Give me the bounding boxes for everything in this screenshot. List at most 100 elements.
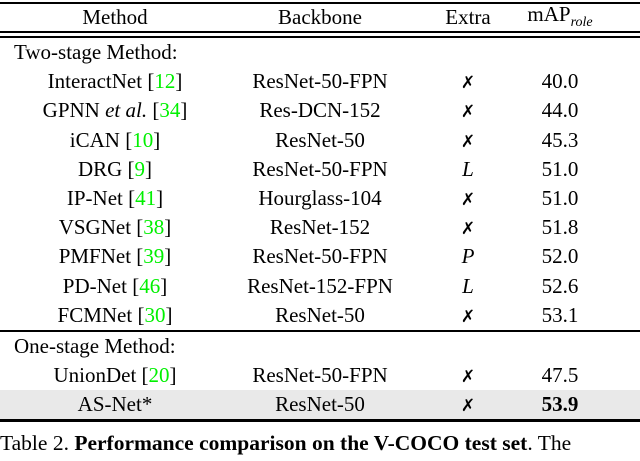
table-caption: Table 2. Performance comparison on the V… — [0, 431, 640, 456]
header-map: mAProle — [500, 4, 640, 30]
citation-link[interactable]: 34 — [159, 98, 181, 123]
cite-open-bracket: [ — [142, 69, 155, 94]
extra-flag: ✗ — [460, 131, 476, 152]
cite-open-bracket: [ — [119, 127, 133, 152]
map-cell: 52.0 — [500, 246, 640, 267]
method-cell: UnionDet [20] — [0, 362, 230, 387]
cite-close-bracket: ] — [145, 156, 153, 181]
method-name: VSGNet — [58, 215, 132, 240]
extra-flag: ✗ — [460, 190, 476, 210]
citation-link[interactable]: 39 — [143, 244, 165, 269]
method-cell: IP-Net [41] — [0, 188, 230, 209]
table-row: IP-Net [41] Hourglass-104 ✗ 51.0 — [0, 184, 640, 213]
table-row: UnionDet [20] ResNet-50-FPN ✗ 47.5 — [0, 361, 640, 390]
extra-cell: ✗ — [410, 100, 500, 121]
backbone-cell: Hourglass-104 — [258, 186, 382, 210]
method-name: UnionDet — [53, 362, 137, 387]
method-cell: AS-Net* — [0, 394, 230, 415]
backbone-cell: ResNet-50 — [275, 127, 365, 152]
table-row: PMFNet [39] ResNet-50-FPN P 52.0 — [0, 242, 640, 271]
caption-prefix: Table 2. — [0, 430, 75, 455]
citation-link[interactable]: 30 — [144, 302, 166, 327]
table-header-row: Method Backbone Extra mAProle — [0, 4, 640, 31]
section-label-two-stage: Two-stage Method: — [14, 40, 178, 65]
extra-cell: ✗ — [410, 365, 500, 386]
header-extra: Extra — [445, 5, 491, 29]
table-row: VSGNet [38] ResNet-152 ✗ 51.8 — [0, 213, 640, 242]
map-value: 44.0 — [541, 98, 579, 123]
method-name: IP-Net — [66, 186, 123, 210]
cite-open-bracket: [ — [131, 244, 144, 269]
citation-link[interactable]: 12 — [154, 69, 176, 94]
method-name: PD-Net — [62, 273, 127, 298]
map-value: 51.0 — [541, 186, 579, 210]
extra-cell: ✗ — [410, 394, 500, 415]
map-cell: 45.3 — [500, 127, 640, 152]
method-name: InteractNet — [47, 69, 143, 94]
map-value: 51.0 — [541, 156, 579, 181]
citation-link[interactable]: 41 — [135, 186, 157, 210]
map-cell: 51.0 — [500, 156, 640, 181]
cite-open-bracket: [ — [147, 98, 160, 123]
cite-close-bracket: ] — [165, 302, 173, 327]
cite-open-bracket: [ — [122, 156, 135, 181]
cite-close-bracket: ] — [169, 362, 177, 387]
backbone-cell: Res-DCN-152 — [259, 98, 381, 123]
cite-open-bracket: [ — [131, 215, 144, 240]
map-value: 45.3 — [541, 127, 579, 152]
table-row: GPNN et al. [34] Res-DCN-152 ✗ 44.0 — [0, 96, 640, 125]
map-value: 40.0 — [541, 69, 579, 94]
section-label-one-stage: One-stage Method: — [14, 333, 176, 358]
cite-close-bracket: ] — [180, 98, 188, 123]
caption-title: Performance comparison on the V-COCO tes… — [74, 430, 528, 455]
cite-open-bracket: [ — [132, 302, 145, 327]
section-label-row: One-stage Method: — [0, 332, 640, 361]
map-cell: 53.9 — [500, 394, 640, 415]
citation-link[interactable]: 38 — [143, 215, 165, 240]
map-value: 47.5 — [541, 362, 579, 387]
cite-open-bracket: [ — [126, 273, 140, 298]
table-top-rule — [0, 2, 640, 4]
cite-open-bracket: [ — [136, 362, 149, 387]
extra-cell: ✗ — [410, 130, 500, 151]
extra-flag: L — [462, 156, 474, 181]
backbone-cell: ResNet-50-FPN — [252, 69, 388, 94]
backbone-cell: ResNet-152-FPN — [247, 273, 393, 298]
citation-link[interactable]: 10 — [132, 127, 154, 152]
section-divider-rule — [0, 329, 640, 332]
table-bottom-rule — [0, 419, 640, 422]
extra-flag: ✗ — [460, 219, 476, 240]
method-cell: InteractNet [12] — [0, 71, 230, 92]
cite-close-bracket: ] — [164, 244, 172, 269]
backbone-cell: ResNet-50 — [275, 302, 365, 327]
method-name: GPNN — [42, 98, 106, 123]
method-name: AS-Net* — [77, 392, 153, 416]
map-cell: 40.0 — [500, 71, 640, 92]
extra-flag: ✗ — [460, 396, 476, 416]
extra-cell: L — [410, 275, 500, 297]
citation-link[interactable]: 9 — [134, 156, 146, 181]
cite-close-bracket: ] — [156, 186, 164, 210]
method-name: iCAN — [69, 127, 120, 152]
backbone-cell: ResNet-50 — [275, 392, 365, 416]
header-backbone: Backbone — [278, 5, 362, 29]
method-name: PMFNet — [58, 244, 132, 269]
header-map-subscript: role — [570, 15, 593, 31]
method-name: DRG — [77, 156, 123, 181]
backbone-cell: ResNet-50-FPN — [252, 362, 388, 387]
map-cell: 53.1 — [500, 304, 640, 326]
citation-link[interactable]: 20 — [148, 362, 170, 387]
extra-cell: ✗ — [410, 305, 500, 326]
citation-link[interactable]: 46 — [139, 273, 161, 298]
map-value: 52.0 — [541, 244, 579, 269]
table-row: iCAN [10] ResNet-50 ✗ 45.3 — [0, 126, 640, 155]
table-row: FCMNet [30] ResNet-50 ✗ 53.1 — [0, 301, 640, 330]
extra-cell: ✗ — [410, 217, 500, 238]
method-cell: iCAN [10] — [0, 127, 230, 152]
extra-cell: ✗ — [410, 71, 500, 92]
cite-close-bracket: ] — [153, 127, 161, 152]
table-row-highlighted: AS-Net* ResNet-50 ✗ 53.9 — [0, 389, 640, 420]
method-etal: et al. — [105, 98, 148, 123]
cite-open-bracket: [ — [122, 186, 136, 210]
